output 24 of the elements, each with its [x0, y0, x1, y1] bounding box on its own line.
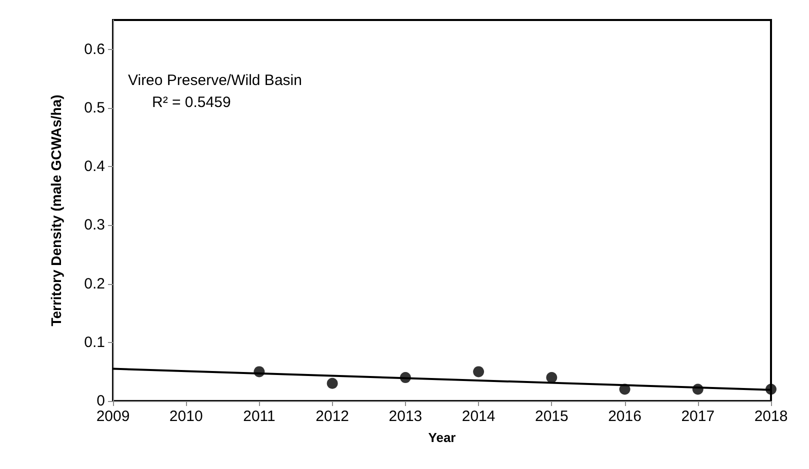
point — [473, 366, 484, 378]
x-tick-label: 2015 — [534, 408, 568, 425]
y-tick-label: 0.5 — [84, 99, 105, 116]
x-tick-label: 2011 — [243, 408, 276, 425]
y-axis-title: Territory Density (male GCWAs/ha) — [48, 94, 64, 326]
x-tick-label: 2013 — [388, 408, 422, 425]
point — [326, 378, 338, 389]
x-tick-label: 2016 — [608, 408, 642, 425]
annotation: Vireo Preserve/Wild Basin — [128, 72, 302, 89]
y-tick-label: 0.3 — [84, 216, 105, 234]
y-tick-label: 0.6 — [84, 40, 105, 58]
y-tick-label: 0.1 — [84, 334, 105, 351]
x-tick-label: 2009 — [96, 408, 130, 425]
x-tick-label: 2012 — [316, 408, 350, 425]
x-tick-label: 2014 — [462, 408, 496, 425]
x-tick-label: 2018 — [754, 408, 788, 425]
y-tick-label: 0 — [96, 392, 105, 410]
y-tick-label: 0.4 — [84, 158, 105, 176]
x-axis-title: Year — [428, 430, 456, 445]
annotation: R² = 0.5459 — [152, 94, 231, 111]
point — [546, 372, 558, 384]
y-tick-label: 0.2 — [84, 275, 105, 292]
x-tick-label: 2010 — [169, 408, 203, 425]
x-tick-label: 2017 — [681, 408, 715, 425]
